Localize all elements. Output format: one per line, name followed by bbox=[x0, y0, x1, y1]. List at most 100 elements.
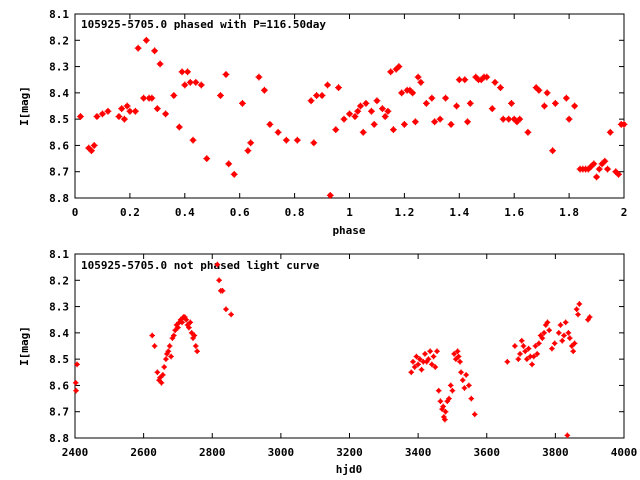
data-point bbox=[379, 105, 386, 113]
data-point bbox=[565, 330, 572, 336]
data-point bbox=[154, 369, 161, 376]
data-point bbox=[368, 107, 375, 115]
data-point bbox=[593, 173, 600, 181]
data-point bbox=[104, 107, 112, 115]
data-point bbox=[216, 277, 222, 284]
data-point bbox=[437, 398, 444, 404]
data-point bbox=[115, 113, 123, 120]
data-point bbox=[434, 348, 440, 355]
data-point bbox=[565, 115, 573, 123]
y-tick-label: 8.2 bbox=[49, 274, 69, 287]
x-tick-label: 1.4 bbox=[449, 206, 469, 219]
data-point bbox=[160, 372, 166, 378]
phased-light-curve-plot: 105925-5705.0 phased with P=116.50day ph… bbox=[18, 8, 628, 237]
data-point bbox=[293, 136, 301, 144]
data-point bbox=[214, 261, 221, 268]
data-point bbox=[255, 73, 263, 81]
data-point bbox=[491, 78, 499, 86]
data-point bbox=[508, 99, 515, 107]
data-point bbox=[453, 356, 459, 362]
y-tick-label: 8.3 bbox=[49, 301, 69, 314]
data-point bbox=[551, 99, 559, 107]
data-point bbox=[362, 99, 370, 107]
data-point bbox=[239, 99, 246, 107]
data-point bbox=[179, 319, 185, 326]
data-point bbox=[620, 121, 628, 128]
data-points bbox=[77, 36, 628, 199]
x-tick-label: 3400 bbox=[405, 446, 432, 459]
data-point bbox=[429, 361, 435, 368]
data-point bbox=[546, 327, 552, 334]
data-point bbox=[307, 97, 315, 105]
x-tick-label: 2 bbox=[621, 206, 628, 219]
data-point bbox=[387, 68, 395, 76]
data-point bbox=[601, 157, 609, 165]
data-point bbox=[225, 160, 233, 168]
data-point bbox=[586, 314, 593, 320]
y-ticks: 8.1 8.2 8.3 8.4 8.5 8.6 8.7 8.8 bbox=[49, 8, 624, 205]
data-point bbox=[556, 330, 562, 336]
data-point bbox=[354, 107, 362, 115]
data-point bbox=[447, 121, 455, 128]
data-point bbox=[99, 110, 106, 118]
data-point bbox=[181, 81, 189, 89]
data-point bbox=[162, 110, 169, 118]
data-point bbox=[340, 115, 348, 123]
data-point bbox=[525, 345, 532, 352]
data-point bbox=[544, 319, 551, 326]
y-axis-label: I[mag] bbox=[18, 86, 31, 126]
data-point bbox=[430, 353, 437, 360]
data-point bbox=[163, 356, 169, 362]
data-point bbox=[466, 382, 472, 389]
x-tick-label: 3000 bbox=[268, 446, 295, 459]
data-point bbox=[183, 316, 189, 323]
data-point bbox=[157, 374, 163, 381]
data-point bbox=[571, 340, 578, 347]
data-point bbox=[576, 301, 583, 307]
data-point bbox=[571, 102, 578, 110]
x-tick-label: 3600 bbox=[474, 446, 501, 459]
y-tick-label: 8.5 bbox=[49, 113, 69, 126]
data-point bbox=[409, 89, 417, 97]
data-point bbox=[398, 89, 406, 97]
data-point bbox=[74, 361, 80, 368]
data-point bbox=[165, 348, 172, 355]
data-point bbox=[401, 121, 408, 128]
y-tick-label: 8.8 bbox=[49, 432, 69, 445]
data-point bbox=[595, 165, 603, 173]
chart-title: 105925-5705.0 not phased light curve bbox=[81, 259, 320, 272]
x-tick-label: 1.8 bbox=[559, 206, 579, 219]
y-tick-label: 8.6 bbox=[49, 379, 69, 392]
y-tick-label: 8.2 bbox=[49, 34, 69, 47]
data-point bbox=[346, 110, 353, 118]
x-tick-label: 0.4 bbox=[175, 206, 195, 219]
data-point bbox=[131, 107, 139, 115]
data-point bbox=[524, 128, 532, 136]
data-point bbox=[471, 411, 478, 418]
data-point bbox=[520, 343, 527, 349]
data-point bbox=[418, 366, 425, 373]
data-point bbox=[512, 343, 518, 349]
data-point bbox=[464, 118, 471, 126]
x-tick-label: 2600 bbox=[130, 446, 157, 459]
data-point bbox=[453, 102, 460, 110]
data-point bbox=[170, 92, 178, 99]
x-tick-label: 2800 bbox=[199, 446, 226, 459]
data-point bbox=[454, 348, 461, 355]
x-ticks: 2400 2600 2800 3000 3200 3400 3600 3800 4000 bbox=[62, 254, 637, 459]
y-ticks: 8.1 8.2 8.3 8.4 8.5 8.6 8.7 8.8 bbox=[49, 248, 624, 445]
data-point bbox=[559, 337, 566, 344]
data-point bbox=[88, 147, 95, 155]
data-point bbox=[191, 332, 198, 339]
x-ticks: 0 0.2 0.4 0.6 0.8 1 1.2 1.4 1.6 1.8 2 bbox=[72, 14, 628, 219]
data-point bbox=[161, 364, 168, 370]
data-point bbox=[72, 380, 79, 386]
x-tick-label: 3800 bbox=[542, 446, 569, 459]
data-point bbox=[569, 343, 575, 349]
data-point bbox=[536, 340, 542, 347]
data-point bbox=[442, 94, 449, 102]
data-point bbox=[517, 351, 523, 357]
data-point bbox=[186, 324, 192, 331]
data-point bbox=[171, 332, 177, 339]
y-tick-label: 8.7 bbox=[49, 406, 69, 419]
